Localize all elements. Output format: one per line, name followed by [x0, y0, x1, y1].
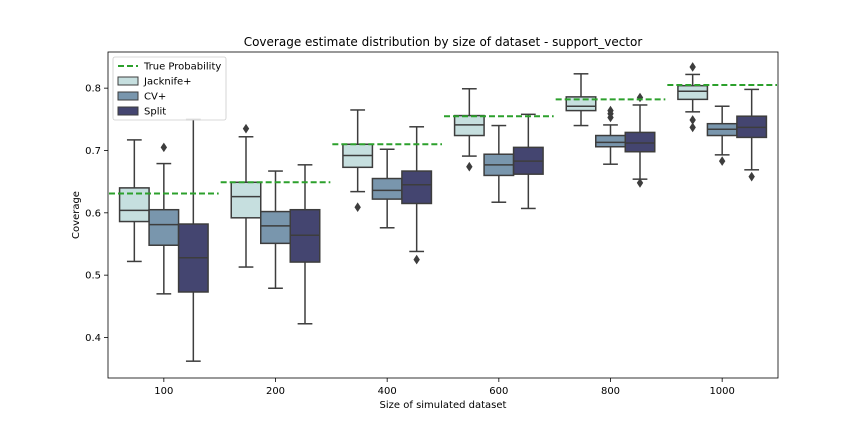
box-body: [595, 134, 626, 148]
outlier-point: [413, 254, 420, 265]
box-split-600: [512, 113, 544, 210]
legend-label: Jacknife+: [143, 77, 192, 88]
box-jacknife--200: [230, 123, 262, 268]
y-tick-label: 0.4: [85, 333, 101, 344]
box-cv--600: [483, 124, 515, 203]
y-tick-label: 0.6: [85, 208, 101, 219]
x-axis-label: Size of simulated dataset: [380, 400, 507, 411]
outlier-point: [242, 123, 250, 134]
plot-area: 0.4 0.5 0.6 0.7 0.8 100 200 400 600 800 1000: [85, 62, 777, 397]
box-cv--800: [595, 105, 626, 165]
outlier-point: [718, 156, 726, 166]
legend-label: CV+: [144, 92, 166, 103]
axes-frame: [107, 51, 779, 379]
x-tick-label: 200: [266, 386, 285, 397]
box-body: [371, 177, 403, 200]
x-tick-label: 400: [378, 386, 397, 397]
box-body: [118, 187, 150, 223]
box-split-1000: [736, 88, 768, 182]
box-cv--1000: [706, 105, 738, 166]
legend-label: True Probability: [143, 62, 221, 73]
outlier-point: [160, 142, 168, 153]
box-body: [565, 96, 597, 112]
y-tick-label: 0.7: [85, 146, 101, 157]
y-tick-label: 0.8: [85, 84, 101, 95]
box-body: [624, 131, 656, 153]
box-body: [401, 170, 433, 205]
box-body: [677, 84, 709, 101]
outlier-point: [689, 122, 696, 133]
legend-label: Split: [144, 107, 166, 118]
box-jacknife--600: [453, 88, 485, 172]
chart-title: Coverage estimate distribution by size o…: [244, 35, 643, 49]
legend-frame: [112, 56, 227, 121]
outlier-point: [689, 62, 696, 72]
box-jacknife--400: [342, 109, 374, 213]
outlier-point: [689, 115, 696, 125]
outlier-point: [354, 202, 361, 213]
x-tick-label: 800: [601, 386, 620, 397]
outlier-point: [636, 178, 644, 188]
x-tick-label: 100: [154, 386, 173, 397]
box-split-800: [624, 92, 656, 188]
outlier-point: [466, 161, 473, 172]
box-jacknife--100: [118, 139, 150, 263]
y-axis-label: Coverage: [71, 191, 82, 239]
y-tick-label: 0.5: [85, 271, 101, 282]
box-jacknife--1000: [677, 62, 709, 133]
outlier-point: [748, 171, 755, 182]
box-body: [148, 208, 180, 246]
outlier-point: [607, 112, 614, 123]
box-body: [260, 210, 291, 245]
box-split-400: [401, 126, 433, 265]
legend-swatch: [117, 91, 139, 101]
legend-swatch: [117, 106, 139, 116]
legend-swatch: [117, 76, 139, 86]
x-tick-label: 600: [489, 386, 508, 397]
x-tick-label: 1000: [709, 386, 734, 397]
box-body: [230, 181, 262, 219]
box-cv--100: [148, 142, 180, 295]
legend: True Probability Jacknife+ CV+ Split: [112, 56, 227, 121]
box-cv--400: [371, 148, 403, 229]
box-split-200: [289, 164, 321, 325]
